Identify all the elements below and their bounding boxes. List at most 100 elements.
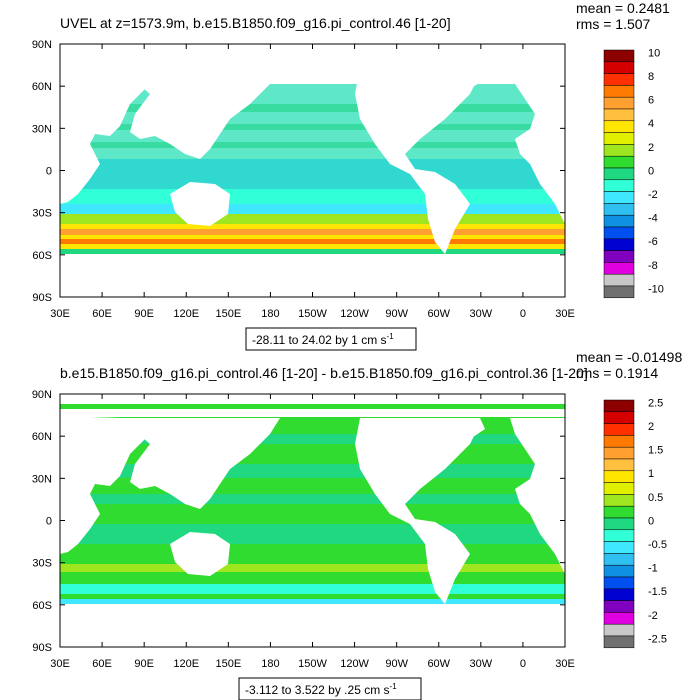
y-tick-label: 90S: [32, 642, 52, 654]
colorbar-swatch: [603, 61, 635, 74]
colorbar-swatch: [603, 588, 635, 601]
range-exponent: -1: [390, 682, 398, 691]
y-tick-label: 60S: [32, 250, 52, 262]
x-tick-label: 30E: [555, 308, 575, 320]
plot-title: b.e15.B1850.f09_g16.pi_control.46 [1-20]…: [60, 365, 588, 381]
colorbar-swatch: [603, 600, 635, 613]
colorbar-swatch: [603, 470, 635, 483]
colorbar-swatch: [603, 423, 635, 436]
colorbar-swatch: [603, 238, 635, 251]
y-tick-label: 90N: [32, 39, 52, 51]
colorbar-swatch: [603, 250, 635, 263]
x-tick-label: 60E: [92, 658, 112, 670]
colorbar-label: -2.5: [648, 633, 667, 645]
y-tick-label: 90N: [32, 389, 52, 401]
panel-bottom: b.e15.B1850.f09_g16.pi_control.46 [1-20]…: [32, 349, 682, 700]
colorbar-swatch: [603, 399, 635, 413]
colorbar-swatch: [603, 529, 635, 542]
colorbar-swatch: [603, 49, 635, 63]
x-tick-label: 0: [520, 308, 526, 320]
colorbar-swatch: [603, 576, 635, 590]
colorbar-label: -1.5: [648, 586, 667, 598]
x-tick-label: 150E: [215, 658, 241, 670]
colorbar-label: -2: [648, 610, 658, 622]
range-label: -28.11 to 24.02 by 1 cm s: [252, 333, 387, 347]
y-tick-label: 60S: [32, 600, 52, 612]
colorbar-swatch: [603, 85, 635, 98]
x-tick-label: 90E: [134, 658, 154, 670]
colorbar-swatch: [603, 155, 635, 169]
colorbar-label: 0: [648, 515, 654, 527]
colorbar-swatch: [603, 120, 635, 133]
colorbar-swatch: [603, 96, 635, 110]
x-axis-ticks: 30E 60E 90E 120E 150E 180 150W 120W 90W 60W 30W 0 30…: [50, 394, 575, 670]
colorbar-label: 8: [648, 71, 654, 83]
colorbar-swatch: [603, 623, 635, 637]
plot-title: UVEL at z=1573.9m, b.e15.B1850.f09_g16.p…: [60, 15, 451, 31]
rms-label: rms = 0.1914: [576, 365, 658, 381]
x-tick-label: 90W: [385, 308, 408, 320]
colorbar-swatch: [603, 73, 635, 86]
x-tick-label: 30E: [555, 658, 575, 670]
colorbar-label: -1: [648, 563, 658, 575]
colorbar-label: 10: [648, 47, 660, 59]
colorbar-label: -6: [648, 236, 658, 248]
x-tick-label: 120W: [340, 308, 369, 320]
colorbar-label: -8: [648, 260, 658, 272]
x-tick-label: 150W: [298, 308, 327, 320]
colorbar-swatch: [603, 285, 635, 299]
range-label: -3.112 to 3.522 by .25 cm s: [245, 683, 390, 697]
x-tick-label: 150W: [298, 658, 327, 670]
colorbar-label: 0: [648, 165, 654, 177]
x-tick-label: 180: [261, 308, 279, 320]
colorbar-swatch: [603, 226, 635, 240]
y-axis-ticks: 90N 60N 30N 0 30S 60S 90S: [32, 389, 565, 654]
y-tick-label: 60N: [32, 81, 52, 93]
x-tick-label: 30E: [50, 308, 70, 320]
x-tick-label: 180: [261, 658, 279, 670]
y-tick-label: 30N: [32, 123, 52, 135]
colorbar-label: 6: [648, 95, 654, 107]
colorbar-swatch: [603, 458, 635, 472]
x-tick-label: 150E: [215, 308, 241, 320]
x-tick-label: 120E: [173, 658, 199, 670]
colorbar-swatch: [603, 435, 635, 448]
colorbar-swatch: [603, 635, 635, 649]
colorbar-label: 1: [648, 468, 654, 480]
colorbar-label: -0.5: [648, 539, 667, 551]
x-tick-label: 90E: [134, 308, 154, 320]
y-tick-label: 30S: [32, 558, 52, 570]
colorbar-swatch: [603, 505, 635, 519]
colorbar-swatch: [603, 108, 635, 122]
x-tick-label: 30W: [470, 658, 493, 670]
colorbar-swatch: [603, 191, 635, 204]
mean-label: mean = 0.2481: [576, 0, 670, 16]
colorbar-label: 0.5: [648, 492, 663, 504]
range-exponent: -1: [387, 332, 395, 341]
range-box: -3.112 to 3.522 by .25 cm s-1: [238, 677, 422, 700]
range-box: -28.11 to 24.02 by 1 cm s-1: [245, 327, 417, 351]
colorbar-swatch: [603, 482, 635, 495]
colorbar-label: 2.5: [648, 397, 663, 409]
x-tick-label: 60W: [427, 658, 450, 670]
x-tick-label: 120E: [173, 308, 199, 320]
colorbar: 2.5 2 1.5 1 0.5 0 -0.5 -1 -1.5 -2 -2.5: [603, 397, 667, 649]
y-tick-label: 30S: [32, 208, 52, 220]
y-axis-ticks: 90N 60N 30N 0 30S 60S 90S: [32, 39, 565, 304]
colorbar-label: -2: [648, 189, 658, 201]
y-tick-label: 0: [46, 516, 52, 528]
colorbar-label: -4: [648, 213, 658, 225]
velocity-field: [60, 84, 565, 272]
mean-label: mean = -0.01498: [576, 349, 682, 365]
y-tick-label: 60N: [32, 431, 52, 443]
x-tick-label: 60W: [427, 308, 450, 320]
x-tick-label: 30E: [50, 658, 70, 670]
map-area: 30E 60E 90E 120E 150E 180 150W 120W 90W 60W 30W 0 30…: [32, 389, 575, 670]
colorbar-swatch: [603, 273, 635, 287]
colorbar-swatch: [603, 203, 635, 216]
colorbar-swatch: [603, 494, 635, 507]
colorbar-swatch: [603, 612, 635, 625]
map-area: 30E 60E 90E 120E 150E 180 150W 120W 90W 60W 30W 0 30…: [32, 39, 575, 320]
colorbar-swatch: [603, 179, 635, 192]
